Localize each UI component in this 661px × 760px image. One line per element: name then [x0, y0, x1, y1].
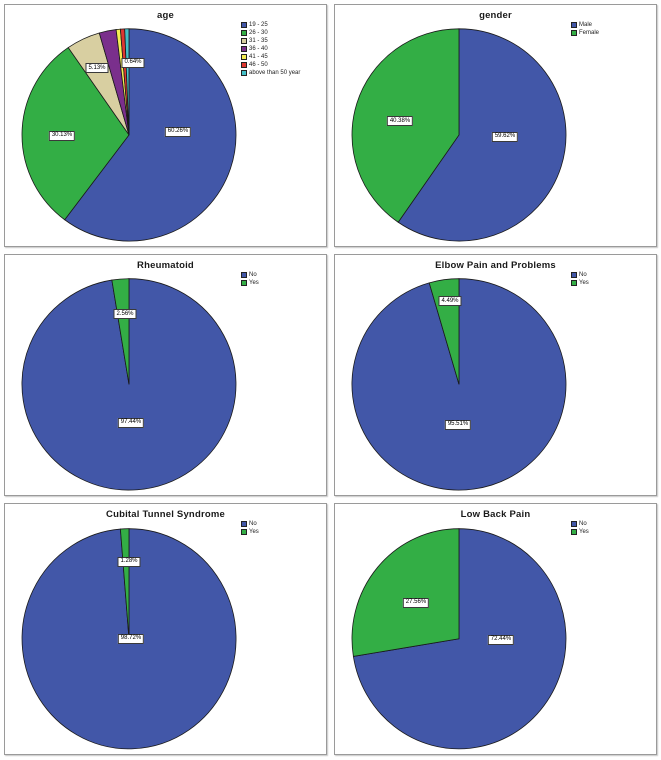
pie-chart: [351, 278, 567, 491]
data-label: 0.64%: [121, 57, 145, 68]
legend-swatch-icon: [241, 54, 247, 60]
legend-item: Yes: [571, 279, 589, 287]
legend-swatch-icon: [241, 521, 247, 527]
legend-label: 26 - 30: [249, 30, 268, 36]
legend-label: No: [249, 272, 257, 278]
legend-item: Yes: [571, 528, 589, 536]
chart-legend: Male Female: [571, 21, 599, 37]
chart-title: Elbow Pain and Problems: [435, 260, 556, 271]
chart-legend: No Yes: [571, 271, 589, 287]
legend-label: Yes: [579, 529, 589, 535]
data-label: 30.13%: [48, 130, 76, 141]
legend-label: 46 - 50: [249, 62, 268, 68]
legend-swatch-icon: [241, 70, 247, 76]
pie-slice: [397, 28, 567, 242]
legend-item: 19 - 25: [241, 21, 300, 29]
legend-swatch-icon: [241, 529, 247, 535]
chart-panel-gender: gender Male Female 59.62% 40.38%: [334, 4, 657, 247]
data-label: 5.13%: [85, 63, 109, 74]
legend-item: No: [241, 271, 259, 279]
data-label: 72.44%: [487, 634, 515, 645]
legend-swatch-icon: [241, 272, 247, 278]
legend-label: Yes: [249, 280, 259, 286]
pie-slice: [21, 47, 130, 221]
chart-title: gender: [479, 10, 512, 21]
legend-swatch-icon: [241, 30, 247, 36]
chart-panel-rheumatoid: Rheumatoid No Yes 97.44% 2.56%: [4, 254, 327, 496]
legend-item: Yes: [241, 528, 259, 536]
legend-item: Female: [571, 29, 599, 37]
chart-title: Cubital Tunnel Syndrome: [106, 509, 225, 520]
legend-swatch-icon: [241, 22, 247, 28]
legend-item: Male: [571, 21, 599, 29]
chart-legend: No Yes: [241, 520, 259, 536]
pie-chart: [21, 528, 237, 750]
chart-title: Rheumatoid: [137, 260, 194, 271]
data-label: 59.62%: [491, 131, 519, 142]
legend-item: 31 - 35: [241, 37, 300, 45]
pie-chart: [21, 28, 237, 242]
legend-swatch-icon: [571, 22, 577, 28]
legend-label: Yes: [579, 280, 589, 286]
legend-item: 26 - 30: [241, 29, 300, 37]
legend-swatch-icon: [241, 62, 247, 68]
chart-legend: 19 - 25 26 - 30 31 - 35 36 - 40 41 - 45 46 - …: [241, 21, 300, 77]
legend-item: 36 - 40: [241, 45, 300, 53]
legend-label: Female: [579, 30, 600, 36]
pie-chart: [351, 528, 567, 750]
pie-slice: [351, 528, 460, 657]
data-label: 40.38%: [386, 116, 414, 127]
data-label: 27.56%: [402, 597, 430, 608]
legend-swatch-icon: [571, 280, 577, 286]
chart-panel-cubital-tunnel: Cubital Tunnel Syndrome No Yes 98.72% 1.28…: [4, 503, 327, 755]
legend-item: above than 50 year: [241, 69, 300, 77]
pie-chart: [21, 278, 237, 491]
legend-swatch-icon: [241, 280, 247, 286]
legend-label: No: [249, 521, 257, 527]
legend-label: 41 - 45: [249, 54, 268, 60]
data-label: 60.26%: [164, 126, 192, 137]
legend-swatch-icon: [241, 46, 247, 52]
legend-label: No: [579, 521, 587, 527]
pie-slice: [124, 28, 130, 135]
chart-legend: No Yes: [571, 520, 589, 536]
legend-label: No: [579, 272, 587, 278]
chart-legend: No Yes: [241, 271, 259, 287]
data-label: 2.56%: [113, 309, 137, 320]
legend-label: 19 - 25: [249, 22, 268, 28]
chart-title: Low Back Pain: [460, 509, 531, 520]
pie-slice: [352, 528, 567, 750]
legend-label: 31 - 35: [249, 38, 268, 44]
data-label: 4.49%: [438, 296, 462, 307]
legend-label: Yes: [249, 529, 259, 535]
legend-label: above than 50 year: [249, 70, 301, 76]
legend-label: 36 - 40: [249, 46, 268, 52]
legend-item: No: [571, 520, 589, 528]
legend-item: 46 - 50: [241, 61, 300, 69]
chart-panel-low-back-pain: Low Back Pain No Yes 72.44% 27.56%: [334, 503, 657, 755]
legend-label: Male: [579, 22, 593, 28]
pie-slice: [111, 278, 130, 385]
legend-swatch-icon: [571, 521, 577, 527]
legend-swatch-icon: [571, 30, 577, 36]
data-label: 1.28%: [117, 556, 141, 567]
legend-item: No: [571, 271, 589, 279]
pie-slice: [119, 528, 130, 639]
legend-item: No: [241, 520, 259, 528]
data-label: 97.44%: [117, 417, 145, 428]
data-label: 98.72%: [117, 633, 145, 644]
legend-item: 41 - 45: [241, 53, 300, 61]
legend-swatch-icon: [571, 272, 577, 278]
chart-panel-age: age 19 - 25 26 - 30 31 - 35 36 - 40 41 - 45 4…: [4, 4, 327, 247]
pie-chart: [351, 28, 567, 242]
legend-swatch-icon: [241, 38, 247, 44]
legend-swatch-icon: [571, 529, 577, 535]
legend-item: Yes: [241, 279, 259, 287]
chart-panel-elbow-pain: Elbow Pain and Problems No Yes 95.51% 4.49…: [334, 254, 657, 496]
data-label: 95.51%: [444, 419, 472, 430]
chart-title: age: [157, 10, 174, 21]
pie-slice: [64, 28, 237, 242]
